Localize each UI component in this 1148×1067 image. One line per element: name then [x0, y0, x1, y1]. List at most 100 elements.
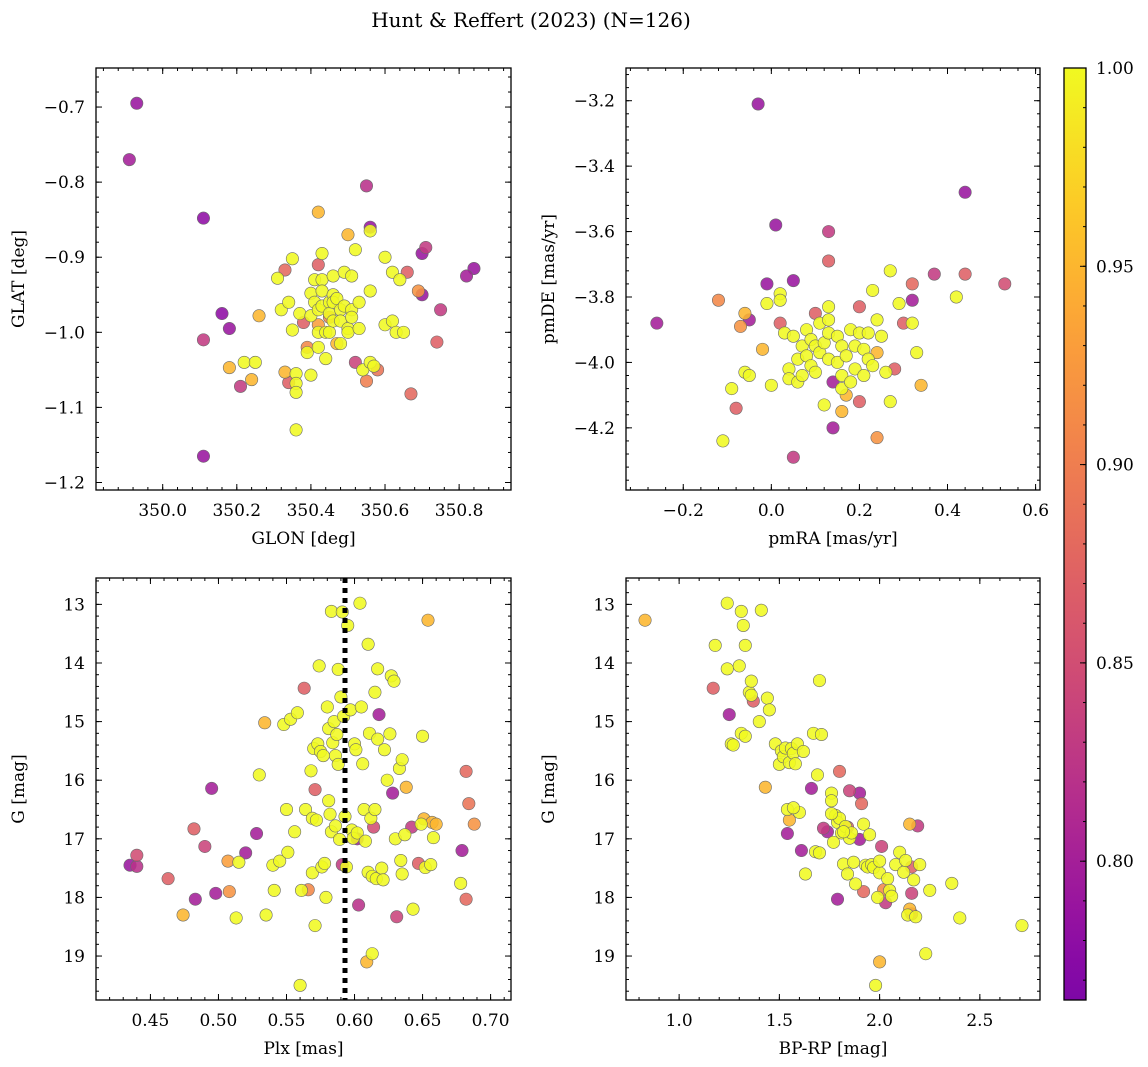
data-point: [907, 873, 921, 887]
data-point: [315, 273, 329, 287]
data-point: [222, 322, 236, 336]
x-tick-label: 0.45: [131, 1011, 169, 1031]
y-tick-label: −1.2: [44, 473, 85, 493]
data-point: [398, 828, 412, 842]
data-point: [215, 307, 229, 321]
y-axis-label: G [mag]: [9, 754, 29, 823]
data-point: [786, 450, 800, 464]
data-point: [383, 727, 397, 741]
data-point: [161, 872, 175, 886]
data-point: [738, 638, 752, 652]
x-tick-label: 0.6: [1022, 501, 1049, 521]
x-tick-label: 1.0: [666, 1011, 693, 1031]
data-point: [278, 263, 292, 277]
data-point: [354, 700, 368, 714]
data-point: [315, 284, 329, 298]
colorbar-tick-label: 1.00: [1096, 59, 1134, 79]
data-point: [786, 329, 800, 343]
data-point: [341, 228, 355, 242]
data-point: [130, 96, 144, 110]
x-tick-label: 350.8: [435, 501, 484, 521]
data-point: [285, 252, 299, 266]
data-point: [377, 743, 391, 757]
data-point: [345, 310, 359, 324]
data-point: [324, 604, 338, 618]
data-point: [315, 246, 329, 260]
data-point: [376, 873, 390, 887]
data-point: [827, 835, 841, 849]
data-point: [650, 316, 664, 330]
data-point: [288, 825, 302, 839]
data-point: [796, 744, 810, 758]
y-tick-label: −3.6: [574, 223, 615, 243]
data-point: [863, 828, 877, 842]
data-point: [454, 876, 468, 890]
data-point: [320, 700, 334, 714]
data-point: [849, 877, 863, 891]
data-point: [839, 349, 853, 363]
data-point: [810, 768, 824, 782]
data-point: [352, 322, 366, 336]
data-point: [300, 346, 314, 360]
y-tick-label: −1.1: [44, 398, 85, 418]
data-point: [708, 638, 722, 652]
data-point: [328, 819, 342, 833]
data-point: [751, 97, 765, 111]
y-tick-label: 17: [63, 830, 85, 850]
data-point: [294, 883, 308, 897]
data-point: [252, 309, 266, 323]
data-point: [873, 854, 887, 868]
data-point: [279, 803, 293, 817]
data-point: [958, 267, 972, 281]
data-point: [857, 885, 871, 899]
data-point: [1015, 919, 1029, 933]
data-point: [289, 423, 303, 437]
x-tick-label: 2.0: [866, 1011, 893, 1031]
data-point: [899, 854, 913, 868]
data-point: [359, 179, 373, 193]
data-point: [812, 846, 826, 860]
data-point: [258, 716, 272, 730]
y-tick-label: −4.0: [574, 353, 615, 373]
data-point: [841, 867, 855, 881]
data-point: [322, 325, 336, 339]
data-point: [794, 844, 808, 858]
data-point: [293, 978, 307, 992]
data-point: [304, 368, 318, 382]
data-point: [752, 715, 766, 729]
data-point: [397, 325, 411, 339]
data-point: [760, 297, 774, 311]
data-point: [883, 395, 897, 409]
data-point: [875, 839, 889, 853]
data-point: [786, 801, 800, 815]
data-point: [945, 876, 959, 890]
data-point: [830, 355, 844, 369]
data-point: [196, 333, 210, 347]
data-point: [467, 817, 481, 831]
data-point: [462, 797, 476, 811]
data-point: [460, 269, 474, 283]
data-point: [844, 375, 858, 389]
y-axis-label: GLAT [deg]: [9, 230, 29, 328]
data-point: [822, 300, 836, 314]
y-tick-label: 16: [63, 771, 85, 791]
x-axis-label: pmRA [mas/yr]: [768, 529, 897, 549]
data-point: [322, 794, 336, 808]
data-point: [404, 387, 418, 401]
data-point: [826, 375, 840, 389]
data-point: [411, 284, 425, 298]
data-point: [927, 267, 941, 281]
x-tick-label: 350.2: [212, 501, 261, 521]
data-point: [913, 858, 927, 872]
data-point: [331, 757, 345, 771]
data-point: [762, 703, 776, 717]
data-point: [835, 369, 849, 383]
y-tick-label: −3.2: [574, 92, 615, 112]
data-point: [869, 978, 883, 992]
data-point: [353, 596, 367, 610]
x-tick-label: 350.0: [138, 501, 187, 521]
data-point: [782, 813, 796, 827]
data-point: [363, 284, 377, 298]
data-point: [237, 355, 251, 369]
data-point: [285, 323, 299, 337]
